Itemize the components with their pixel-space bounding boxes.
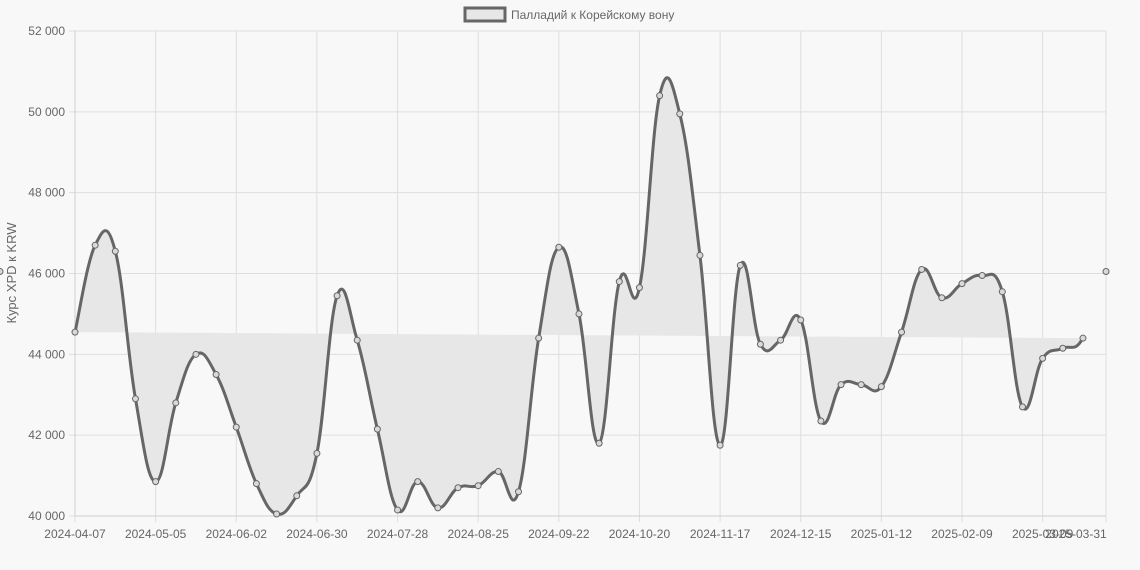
- x-tick-label: 2024-12-15: [770, 527, 832, 541]
- data-point[interactable]: [1039, 354, 1047, 362]
- data-point[interactable]: [353, 336, 361, 344]
- chart-area-fill-layer: [75, 77, 1083, 515]
- data-point[interactable]: [535, 334, 543, 342]
- data-point[interactable]: [938, 294, 946, 302]
- x-tick-label: 2024-08-25: [447, 527, 509, 541]
- data-point[interactable]: [1102, 267, 1110, 275]
- data-point[interactable]: [232, 423, 240, 431]
- y-tick-label: 50 000: [28, 105, 65, 119]
- data-point[interactable]: [676, 110, 684, 118]
- data-point[interactable]: [555, 243, 563, 251]
- data-point[interactable]: [797, 316, 805, 324]
- x-tick-label: 2025-01-12: [851, 527, 913, 541]
- data-point[interactable]: [898, 328, 906, 336]
- data-point[interactable]: [515, 488, 523, 496]
- data-point[interactable]: [111, 247, 119, 255]
- data-point[interactable]: [656, 92, 664, 100]
- data-point[interactable]: [716, 441, 724, 449]
- data-point[interactable]: [91, 241, 99, 249]
- y-axis-title: Курс XPD к KRW: [4, 222, 19, 324]
- data-point[interactable]: [1059, 344, 1067, 352]
- data-point[interactable]: [293, 492, 301, 500]
- x-tick-label: 2024-06-30: [286, 527, 348, 541]
- data-point[interactable]: [474, 482, 482, 490]
- data-point[interactable]: [918, 265, 926, 273]
- data-point[interactable]: [212, 371, 220, 379]
- data-point[interactable]: [192, 350, 200, 358]
- y-tick-label: 40 000: [28, 509, 65, 523]
- data-point[interactable]: [857, 381, 865, 389]
- data-point[interactable]: [736, 261, 744, 269]
- series-area: [75, 77, 1083, 515]
- x-tick-label: 2024-05-05: [125, 527, 187, 541]
- x-tick-label: 2025-03-09: [1012, 527, 1074, 541]
- x-tick-label: 2024-04-07: [44, 527, 106, 541]
- chart-points-layer: [0, 92, 1110, 518]
- y-tick-label: 48 000: [28, 186, 65, 200]
- data-point[interactable]: [877, 383, 885, 391]
- data-point[interactable]: [0, 267, 4, 275]
- x-axis-ticks: 2024-04-07 2024-05-05 2024-06-02 2024-06-30…: [44, 527, 1107, 541]
- series-line: [73, 76, 1085, 516]
- x-tick-label: 2024-10-20: [609, 527, 671, 541]
- chart-grid: [69, 30, 1107, 522]
- data-point[interactable]: [1079, 334, 1087, 342]
- x-tick-label: 2025-02-09: [931, 527, 993, 541]
- x-tick-label: 2024-11-17: [690, 527, 751, 541]
- legend-swatch: [463, 6, 507, 23]
- data-point[interactable]: [434, 504, 442, 512]
- data-point[interactable]: [1018, 403, 1026, 411]
- data-point[interactable]: [615, 278, 623, 286]
- x-tick-label: 2025-03-31: [1045, 527, 1107, 541]
- data-point[interactable]: [373, 425, 381, 433]
- data-point[interactable]: [454, 484, 462, 492]
- data-point[interactable]: [696, 251, 704, 259]
- data-point[interactable]: [635, 284, 643, 292]
- y-tick-label: 52 000: [28, 24, 65, 38]
- data-point[interactable]: [756, 340, 764, 348]
- legend-label: Палладий к Корейскому вону: [511, 8, 674, 22]
- data-point[interactable]: [958, 280, 966, 288]
- y-tick-label: 46 000: [28, 267, 65, 281]
- data-point[interactable]: [414, 478, 422, 486]
- data-point[interactable]: [978, 272, 986, 280]
- data-point[interactable]: [273, 510, 281, 518]
- data-point[interactable]: [595, 439, 603, 447]
- data-point[interactable]: [252, 480, 260, 488]
- data-point[interactable]: [152, 478, 160, 486]
- data-point[interactable]: [494, 468, 502, 476]
- data-point[interactable]: [777, 336, 785, 344]
- data-point[interactable]: [313, 449, 321, 457]
- data-point[interactable]: [131, 395, 139, 403]
- data-point[interactable]: [575, 310, 583, 318]
- data-point[interactable]: [172, 399, 180, 407]
- data-point[interactable]: [71, 328, 79, 336]
- y-tick-label: 42 000: [28, 428, 65, 442]
- data-point[interactable]: [394, 506, 402, 514]
- x-tick-label: 2024-09-22: [528, 527, 590, 541]
- data-point[interactable]: [837, 381, 845, 389]
- data-point[interactable]: [333, 292, 341, 300]
- chart-line-layer: [73, 76, 1085, 516]
- y-tick-label: 44 000: [28, 347, 65, 361]
- x-tick-label: 2024-06-02: [206, 527, 268, 541]
- data-point[interactable]: [998, 288, 1006, 296]
- x-tick-label: 2024-07-28: [367, 527, 429, 541]
- legend[interactable]: Палладий к Корейскому вону: [463, 6, 674, 23]
- data-point[interactable]: [817, 417, 825, 425]
- y-axis-ticks: 40 000 42 000 44 000 46 000 48 000 50 000 52 0…: [28, 24, 65, 523]
